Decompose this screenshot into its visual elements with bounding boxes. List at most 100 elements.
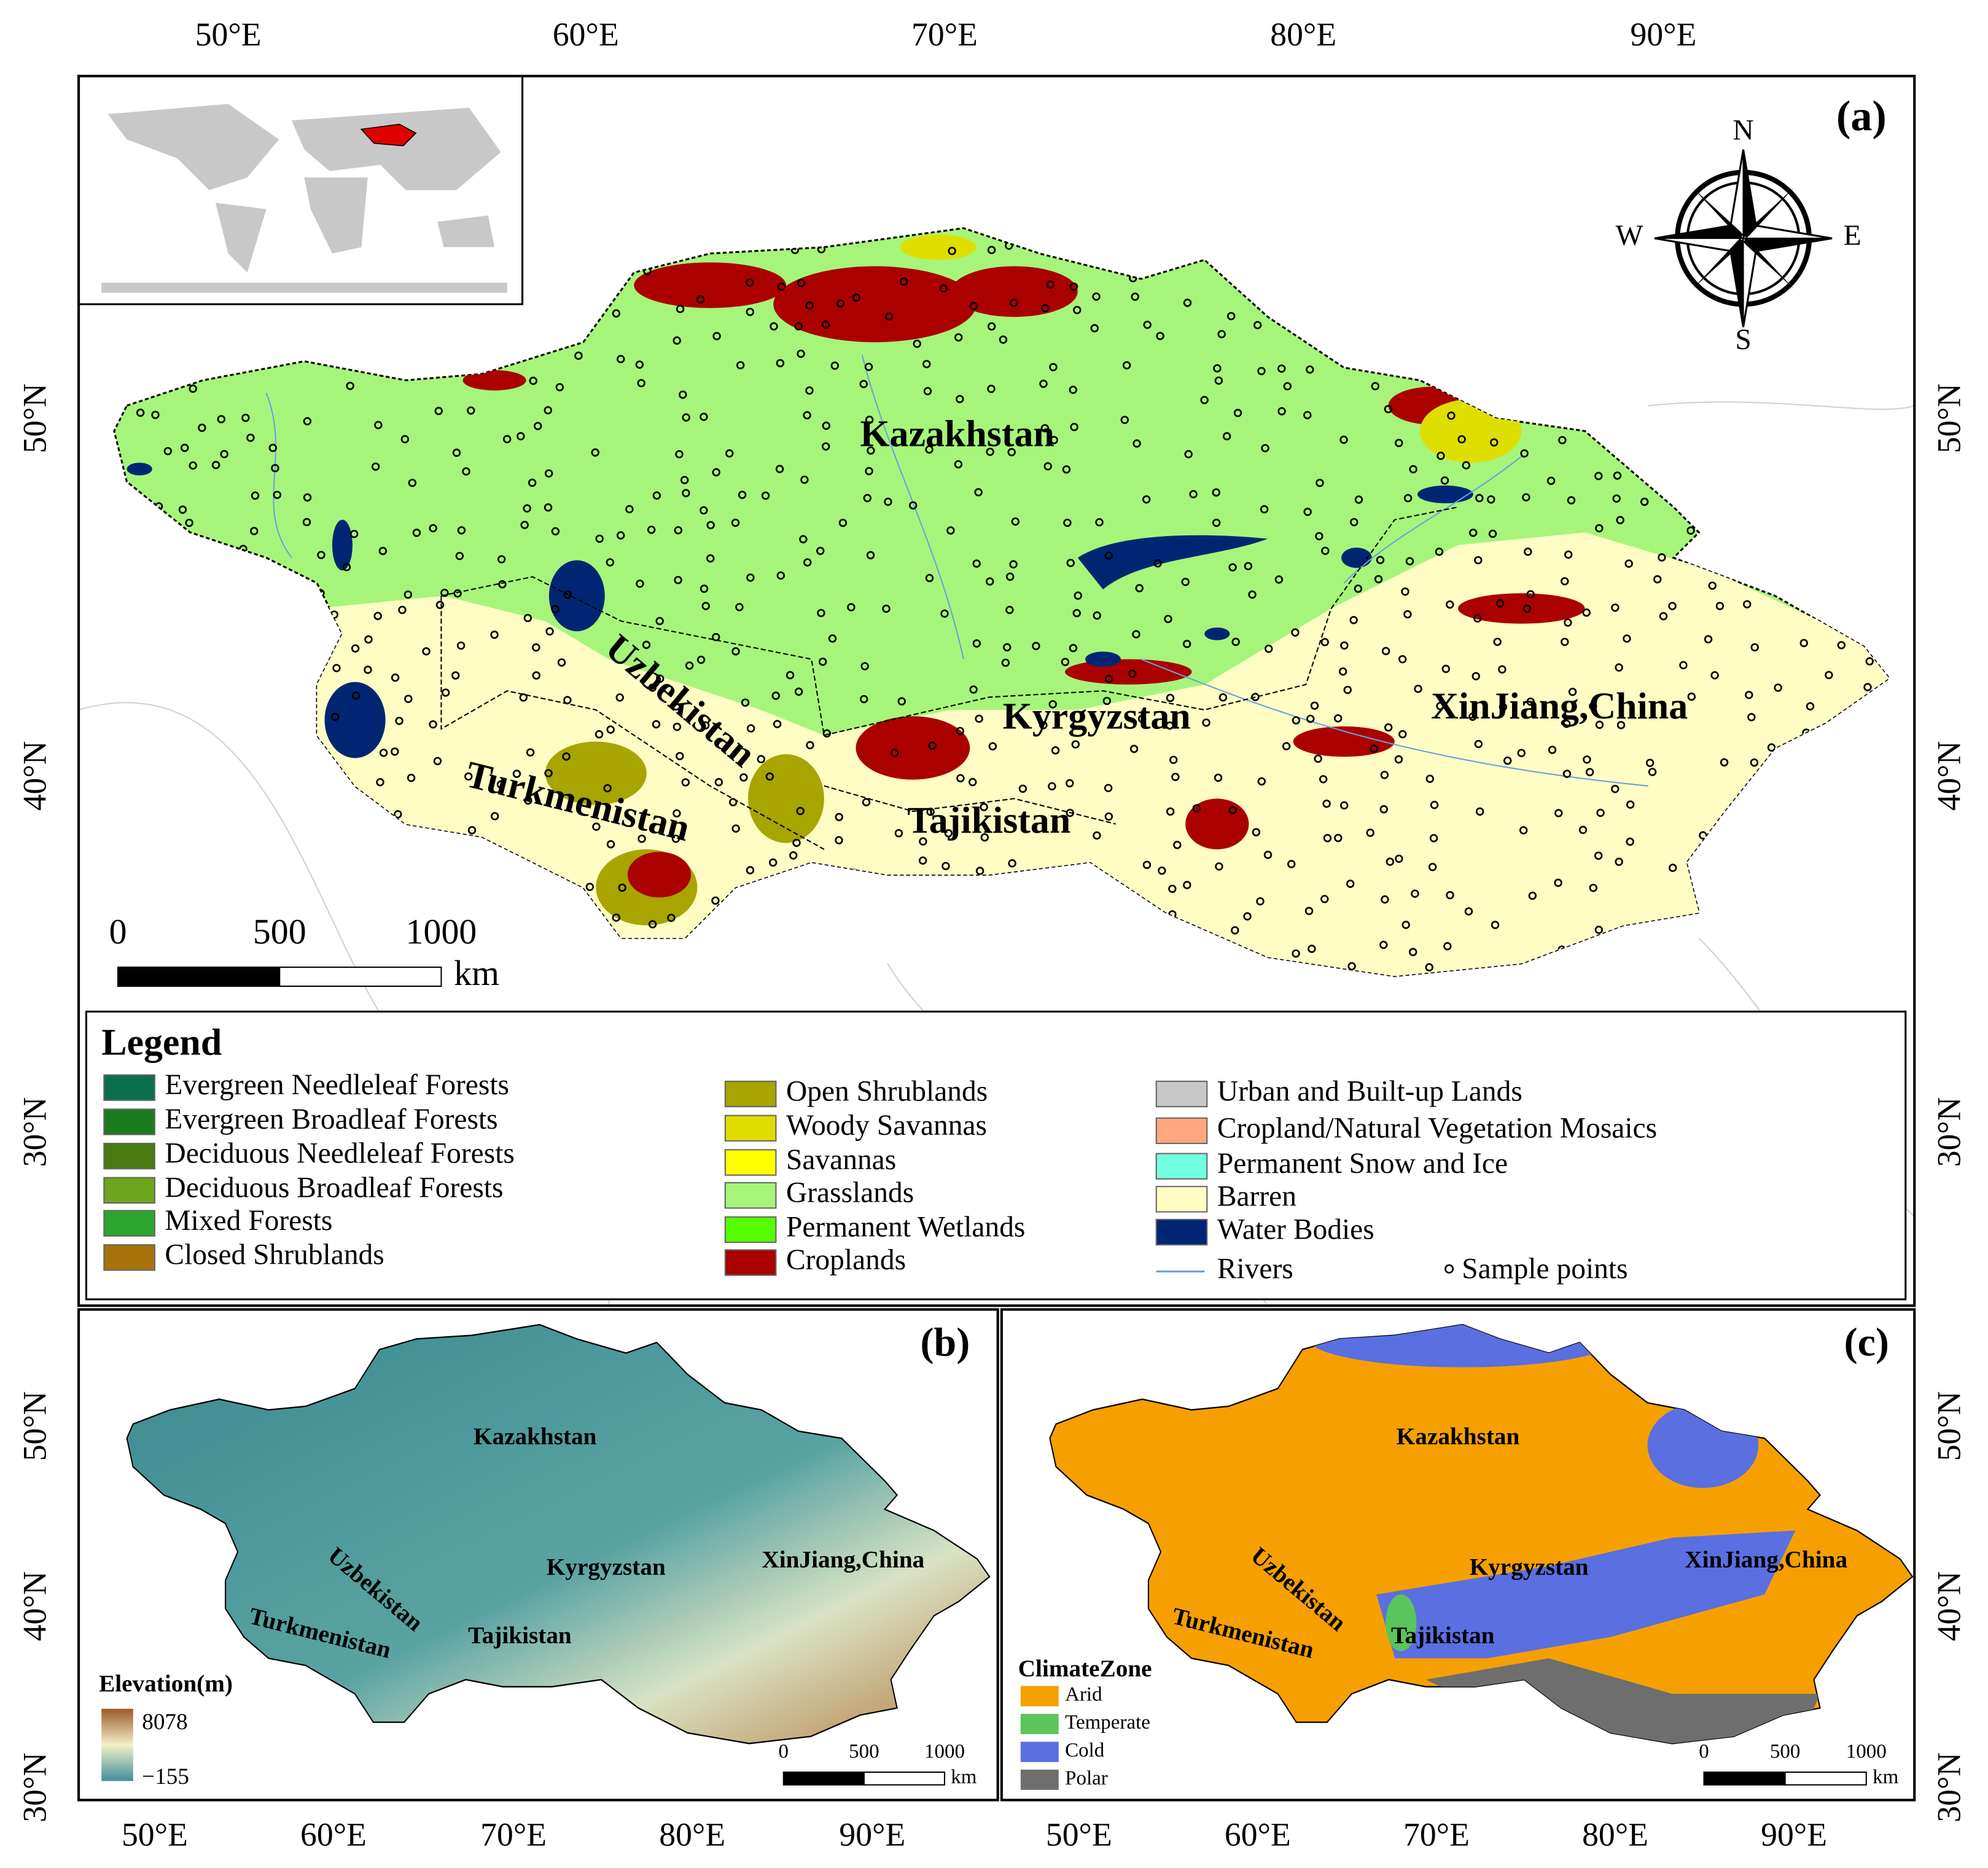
sample-point <box>1440 476 1449 485</box>
legend-label: Temperate <box>1065 1711 1150 1734</box>
sample-point <box>1069 282 1078 291</box>
sample-point <box>1244 562 1253 570</box>
sample-point <box>512 769 521 778</box>
sample-point <box>1346 879 1355 888</box>
sample-point <box>1339 435 1348 444</box>
sample-point <box>1395 438 1403 448</box>
sample-point <box>700 585 709 593</box>
sample-point <box>467 406 475 415</box>
sample-point <box>351 644 360 653</box>
legend-label: Rivers <box>1217 1253 1293 1285</box>
sample-point <box>374 421 383 429</box>
sample-point <box>822 442 830 451</box>
sample-point <box>944 829 953 838</box>
sample-point <box>671 835 680 843</box>
sample-point <box>761 491 770 500</box>
sample-point <box>1499 702 1508 711</box>
lon-label: 50°E <box>195 16 262 53</box>
sample-point <box>1561 637 1569 646</box>
sample-point <box>1473 614 1482 623</box>
lat-label: 40°N <box>1930 741 1967 811</box>
sample-point <box>1265 644 1273 653</box>
sample-point <box>1745 690 1753 699</box>
sample-point <box>1248 590 1257 599</box>
sample-point <box>1303 411 1312 419</box>
sample-point <box>441 688 450 697</box>
sample-point <box>956 774 965 783</box>
sample-point <box>1554 878 1562 887</box>
sample-point <box>1132 439 1141 448</box>
sample-point <box>773 720 782 728</box>
legend-label: Open Shrublands <box>786 1075 988 1107</box>
sample-point <box>523 613 532 623</box>
lat-label: 40°N <box>16 741 53 811</box>
sample-point <box>1475 807 1484 816</box>
sample-point <box>302 518 311 526</box>
sample-point <box>1263 850 1273 859</box>
sample-point <box>1132 630 1140 639</box>
sample-point <box>346 381 354 391</box>
sample-point <box>1316 478 1324 488</box>
lat-label: 50°N <box>16 383 53 453</box>
country-label: Tajikistan <box>907 800 1070 841</box>
sample-point <box>706 521 715 529</box>
sample-point <box>574 351 583 360</box>
compass-s: S <box>1735 324 1751 356</box>
sample-point <box>1061 658 1070 666</box>
sample-point <box>557 658 566 667</box>
sample-point <box>1092 292 1101 301</box>
sample-point <box>303 493 312 502</box>
sample-point <box>523 504 531 513</box>
sample-point <box>1425 963 1433 971</box>
sample-point <box>591 448 599 457</box>
sample-point <box>163 446 173 456</box>
sample-point <box>612 913 621 922</box>
sample-point <box>408 478 417 488</box>
sample-point <box>652 720 661 729</box>
sample-point <box>946 526 955 535</box>
sample-point <box>987 322 996 331</box>
sample-point <box>220 449 228 459</box>
sample-point <box>1071 740 1080 749</box>
sample-point <box>816 547 825 555</box>
sample-point <box>1046 280 1055 289</box>
sample-point <box>1395 854 1403 863</box>
sample-point <box>864 362 873 372</box>
sample-point <box>1381 647 1390 655</box>
sample-point <box>1253 321 1262 330</box>
sample-point <box>1213 364 1222 373</box>
sample-point <box>1562 769 1572 778</box>
legend-label: Permanent Wetlands <box>786 1211 1025 1243</box>
sample-point <box>777 282 786 291</box>
sample-point <box>1380 771 1389 779</box>
sample-point <box>642 640 651 649</box>
sample-point <box>1806 702 1815 710</box>
sample-point <box>776 571 785 580</box>
sample-point <box>1018 784 1027 793</box>
sample-point <box>1520 449 1529 458</box>
sample-point <box>1384 723 1393 732</box>
sample-point <box>637 835 646 843</box>
sample-point <box>865 467 873 475</box>
sample-point <box>794 687 803 696</box>
sample-point <box>923 387 932 395</box>
sample-point <box>1142 860 1152 870</box>
sample-point <box>696 295 705 304</box>
sample-point <box>1354 495 1363 504</box>
sample-point <box>866 551 875 559</box>
panel-label: (a) <box>1836 92 1887 140</box>
sample-point <box>1472 672 1480 680</box>
sample-point <box>676 305 685 313</box>
sample-point <box>563 590 572 599</box>
sample-point <box>551 605 559 613</box>
climate-title: ClimateZone <box>1018 1656 1152 1682</box>
sample-point <box>636 579 644 588</box>
sample-point <box>1131 292 1139 301</box>
sample-point <box>378 547 388 555</box>
sample-point <box>1252 828 1261 836</box>
sample-point <box>1381 895 1389 904</box>
sample-point <box>682 489 690 497</box>
sample-point <box>1611 785 1620 793</box>
sample-point <box>185 518 193 527</box>
sample-point <box>178 505 187 514</box>
